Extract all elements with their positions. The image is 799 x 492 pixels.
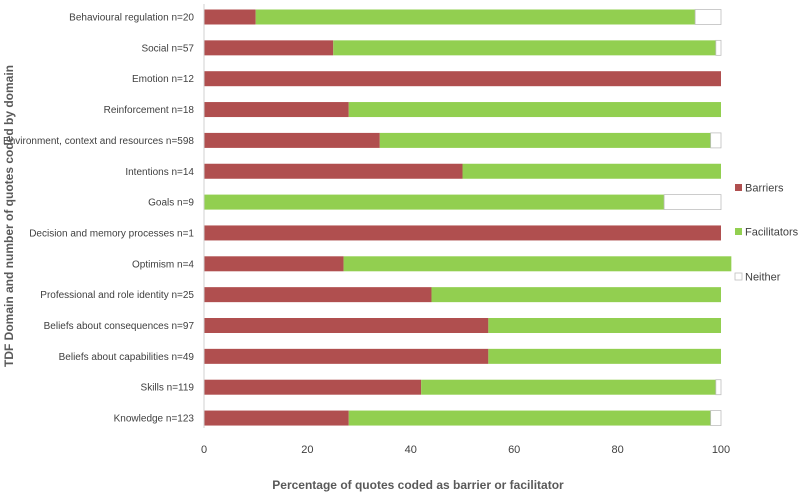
bar-facilitators xyxy=(488,348,721,364)
bar-facilitators xyxy=(343,256,732,272)
legend: Barriers Facilitators Neither xyxy=(734,183,799,284)
bar-barriers xyxy=(204,132,380,148)
bar-barriers xyxy=(204,102,349,118)
legend-label-barriers: Barriers xyxy=(745,183,784,195)
bar-barriers xyxy=(204,379,422,395)
bar-facilitators xyxy=(204,194,665,210)
y-axis-title: TDF Domain and number of quotes coded by… xyxy=(2,65,16,367)
bar-facilitators xyxy=(348,410,711,426)
bar-facilitators xyxy=(255,9,696,25)
category-labels: Behavioural regulation n=20 Social n=57 Em… xyxy=(3,13,194,425)
x-tick-label: 60 xyxy=(508,444,520,456)
legend-swatch-neither xyxy=(734,272,743,281)
bar-barriers xyxy=(204,256,344,272)
x-tick-label: 0 xyxy=(201,444,207,456)
bar-barriers xyxy=(204,287,432,303)
category-label: Reinforcement n=18 xyxy=(104,105,195,116)
bar-neither xyxy=(710,410,722,426)
category-label: Social n=57 xyxy=(141,43,194,54)
category-label: Behavioural regulation n=20 xyxy=(69,13,194,24)
bar-barriers xyxy=(204,40,334,56)
bar-barriers xyxy=(204,410,349,426)
legend-swatch-facilitators xyxy=(735,228,742,235)
bar-barriers xyxy=(204,71,721,87)
x-axis-title: Percentage of quotes coded as barrier or… xyxy=(272,478,564,492)
x-tick-label: 20 xyxy=(301,444,313,456)
bar-barriers xyxy=(204,9,256,25)
bar-neither xyxy=(694,9,722,25)
x-tick-labels: 0 20 40 60 80 100 xyxy=(201,444,730,456)
category-label: Environment, context and resources n=598 xyxy=(3,136,194,147)
x-tick-label: 80 xyxy=(611,444,623,456)
legend-swatch-barriers xyxy=(735,184,742,191)
bar-barriers xyxy=(204,318,489,333)
x-tick-label: 40 xyxy=(405,444,417,456)
legend-label-neither: Neither xyxy=(745,272,781,284)
category-label: Emotion n=12 xyxy=(132,74,194,85)
bars-group xyxy=(204,9,732,426)
category-label: Knowledge n=123 xyxy=(114,414,195,425)
category-label: Beliefs about consequences n=97 xyxy=(44,321,195,332)
bar-neither xyxy=(710,132,722,149)
bar-neither xyxy=(663,194,722,211)
bar-barriers xyxy=(204,225,721,241)
bar-facilitators xyxy=(431,287,721,303)
category-label: Professional and role identity n=25 xyxy=(40,290,194,301)
bar-facilitators xyxy=(379,132,711,148)
bar-barriers xyxy=(204,163,463,179)
category-label: Decision and memory processes n=1 xyxy=(29,228,194,239)
bar-facilitators xyxy=(333,40,716,56)
legend-label-facilitators: Facilitators xyxy=(745,227,799,239)
category-label: Beliefs about capabilities n=49 xyxy=(59,352,195,363)
category-label: Intentions n=14 xyxy=(125,167,194,178)
bar-neither xyxy=(715,379,722,396)
x-tick-label: 100 xyxy=(712,444,730,456)
bar-barriers xyxy=(204,348,489,364)
bar-facilitators xyxy=(421,379,716,395)
category-label: Goals n=9 xyxy=(148,198,194,209)
bar-facilitators xyxy=(348,102,721,118)
category-label: Skills n=119 xyxy=(141,383,195,394)
category-label: Optimism n=4 xyxy=(132,259,194,270)
bar-neither xyxy=(715,39,722,56)
bar-facilitators xyxy=(488,318,721,333)
bar-facilitators xyxy=(462,163,721,179)
